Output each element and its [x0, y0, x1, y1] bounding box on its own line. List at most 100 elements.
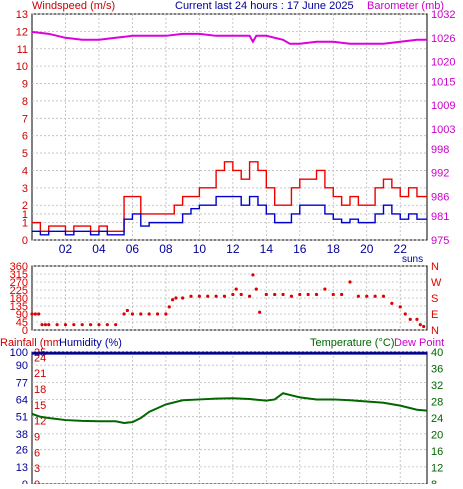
direction-point [181, 296, 185, 300]
y-tick-label: 51 [16, 412, 28, 424]
y-tick-label: 10 [16, 61, 28, 73]
rainfall-tick-label: 9 [34, 431, 40, 443]
x-tick-label: 02 [59, 242, 73, 256]
y2-tick-label: 1009 [431, 100, 455, 112]
direction-point [189, 294, 193, 298]
direction-point [331, 292, 335, 297]
y2-tick-label: E [431, 309, 438, 321]
direction-point [147, 312, 151, 316]
y2-tick-label: 24 [431, 413, 443, 425]
y-tick-label: 0 [22, 235, 28, 247]
direction-point [170, 298, 175, 302]
y-tick-label: 135 [10, 301, 28, 313]
direction-point [222, 294, 227, 298]
direction-point [155, 312, 160, 316]
y-tick-label: 90 [16, 360, 28, 372]
direction-point [403, 312, 407, 316]
direction-point [167, 305, 171, 309]
sunshine-label: suns [402, 254, 423, 265]
rainfall-tick-label: 21 [34, 368, 46, 380]
y-tick-label: 26 [16, 445, 28, 457]
direction-point [122, 312, 126, 316]
barometer-line [31, 30, 427, 45]
y2-tick-label: S [431, 293, 438, 305]
y-tick-label: 4 [22, 165, 28, 177]
direction-point [164, 312, 168, 316]
temperature-axis-title: Temperature (°C) [310, 337, 394, 349]
y-tick-label: 90 [16, 309, 28, 321]
direction-point [63, 323, 68, 327]
direction-point [281, 292, 285, 297]
direction-point [114, 323, 118, 327]
y2-tick-label: 1003 [431, 124, 455, 136]
y-tick-label: 38 [16, 429, 28, 441]
plot-frame-2 [31, 351, 428, 485]
direction-point [390, 301, 394, 305]
y2-tick-label: 16 [431, 446, 443, 458]
y2-tick-label: 28 [431, 397, 443, 409]
y-tick-label: 11 [17, 44, 28, 56]
y2-tick-label: 975 [431, 235, 449, 247]
direction-point [231, 292, 235, 297]
direction-point [289, 294, 294, 298]
direction-point [381, 294, 386, 298]
direction-point [97, 323, 101, 327]
humidity-axis-title: Humidity (%) [59, 337, 122, 349]
rainfall-axis-title: Rainfall (mm [0, 337, 62, 349]
y-tick-label: 8 [22, 96, 28, 108]
direction-point [88, 323, 93, 327]
rainfall-tick-label: 6 [34, 447, 40, 459]
y-tick-label: 1 [22, 218, 28, 230]
direction-point [197, 294, 201, 298]
direction-point [206, 294, 210, 298]
y-tick-label: 180 [10, 293, 28, 305]
x-tick-label: 16 [293, 242, 307, 256]
y2-tick-label: 32 [431, 380, 443, 392]
barometer-axis-title: Barometer (mb) [367, 0, 444, 12]
rainfall-tick-label: 15 [34, 400, 46, 412]
direction-point [264, 292, 268, 297]
y-tick-label: 9 [22, 79, 28, 91]
y-tick-label: 360 [10, 261, 28, 273]
direction-point [43, 323, 47, 327]
y-tick-label: 0 [22, 325, 28, 337]
direction-point [30, 312, 34, 316]
x-tick-label: 14 [260, 242, 274, 256]
direction-point [258, 310, 262, 314]
gust-wind-line [32, 161, 427, 233]
rainfall-tick-label: 24 [34, 352, 46, 364]
direction-point [273, 292, 277, 297]
y-tick-label: 5 [22, 148, 28, 160]
direction-point [130, 312, 135, 316]
direction-point [356, 294, 360, 298]
direction-point [251, 273, 255, 277]
direction-point [408, 317, 412, 321]
y-tick-label: 12 [16, 26, 28, 38]
y2-tick-label: N [431, 325, 439, 337]
y2-tick-label: 1015 [431, 76, 455, 88]
plot-frame-0 [31, 13, 428, 241]
y-tick-label: 1 [22, 209, 28, 221]
direction-point [254, 287, 258, 291]
y-tick-label: 3 [22, 183, 28, 195]
y2-tick-label: 992 [431, 168, 449, 180]
x-tick-label: 18 [327, 242, 341, 256]
y2-tick-label: 40 [431, 347, 443, 359]
y-tick-label: 225 [10, 285, 28, 297]
direction-point [174, 296, 178, 300]
direction-point [80, 323, 84, 327]
direction-point [72, 323, 76, 327]
y-tick-label: 45 [16, 317, 28, 329]
y-tick-label: 2 [22, 200, 28, 212]
rainfall-tick-label: 12 [34, 416, 46, 428]
direction-point [365, 294, 369, 298]
rainfall-tick-label: 18 [34, 384, 46, 396]
direction-point [55, 323, 59, 327]
direction-point [247, 294, 252, 298]
y-tick-label: 100 [10, 347, 28, 359]
y2-tick-label: N [431, 261, 439, 273]
direction-point [418, 323, 422, 327]
y2-tick-label: 1032 [431, 9, 455, 21]
direction-point [105, 323, 109, 327]
